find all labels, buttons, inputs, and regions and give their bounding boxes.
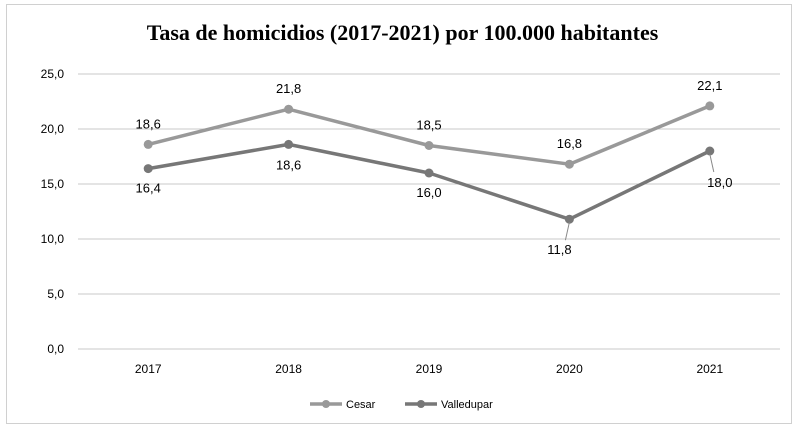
legend-label: Valledupar xyxy=(441,399,493,411)
data-point-valledupar xyxy=(564,214,574,224)
y-tick-label: 0,0 xyxy=(47,342,64,356)
x-axis-ticks: 2017 2018 2019 2020 2021 xyxy=(135,362,724,376)
x-tick-label: 2018 xyxy=(275,362,302,376)
x-tick-label: 2019 xyxy=(416,362,443,376)
legend-label: Cesar xyxy=(346,399,376,411)
data-label-cesar: 18,5 xyxy=(416,118,441,133)
data-point-valledupar xyxy=(424,168,434,178)
data-label-cesar: 21,8 xyxy=(276,81,301,96)
data-point-cesar xyxy=(564,159,574,169)
chart-title: Tasa de homicidios (2017-2021) por 100.0… xyxy=(146,20,659,45)
data-label-valledupar: 16,4 xyxy=(136,181,161,196)
data-point-cesar xyxy=(284,104,294,114)
y-tick-label: 25,0 xyxy=(41,67,65,81)
data-point-cesar xyxy=(705,101,715,111)
data-label-valledupar: 16,0 xyxy=(416,185,441,200)
y-tick-label: 10,0 xyxy=(41,232,65,246)
y-tick-label: 5,0 xyxy=(47,287,64,301)
legend: Cesar Valledupar xyxy=(310,399,493,411)
label-leader-line xyxy=(564,222,570,241)
data-point-valledupar xyxy=(143,164,153,174)
series-line-valledupar xyxy=(147,142,711,221)
y-axis-ticks: 0,0 5,0 10,0 15,0 20,0 25,0 xyxy=(41,67,65,356)
data-point-valledupar xyxy=(284,139,294,149)
data-label-valledupar: 11,8 xyxy=(547,242,571,257)
x-tick-label: 2020 xyxy=(556,362,583,376)
grid-layer xyxy=(78,73,780,350)
legend-swatch-marker xyxy=(417,400,425,408)
series-layer xyxy=(143,101,715,224)
data-label-cesar: 16,8 xyxy=(557,136,582,151)
y-tick-label: 20,0 xyxy=(41,122,65,136)
x-tick-label: 2017 xyxy=(135,362,162,376)
data-label-cesar: 22,1 xyxy=(697,78,722,93)
x-tick-label: 2021 xyxy=(696,362,723,376)
legend-swatch-marker xyxy=(322,400,330,408)
label-leader-line xyxy=(709,153,715,173)
data-point-cesar xyxy=(424,141,434,150)
data-point-cesar xyxy=(143,139,153,149)
data-labels: 18,6 21,8 18,5 16,8 22,1 16,4 18,6 16,0 11,8 18,0 xyxy=(136,78,733,257)
data-label-valledupar: 18,6 xyxy=(276,157,301,172)
y-tick-label: 15,0 xyxy=(41,177,65,191)
data-label-cesar: 18,6 xyxy=(136,116,161,131)
data-label-valledupar: 18,0 xyxy=(707,175,732,190)
data-point-valledupar xyxy=(705,146,715,156)
